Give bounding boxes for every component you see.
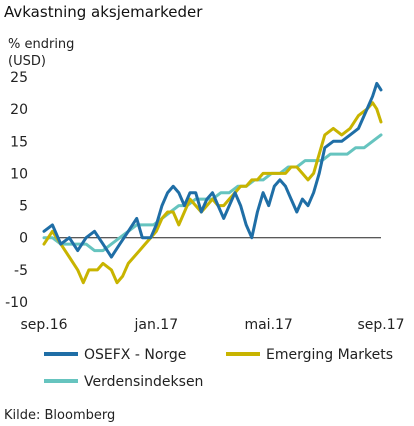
y-axis: -10 -5 0 5 10 15 20 25 (5, 70, 28, 311)
y-tick-label: 5 (19, 199, 28, 215)
legend-label-osefx: OSEFX - Norge (84, 347, 186, 363)
legend-label-emerging: Emerging Markets (266, 347, 393, 363)
y-tick-label: -5 (14, 263, 28, 279)
series-line-osefx (42, 81, 383, 259)
x-tick-label: sep.16 (20, 317, 67, 333)
legend: OSEFX - Norge Emerging Markets Verdensin… (44, 347, 393, 390)
y-tick-label: 25 (10, 70, 28, 86)
chart-title: Avkastning aksjemarkeder (4, 3, 203, 21)
y-tick-label: 0 (19, 231, 28, 247)
legend-label-verden: Verdensindeksen (84, 374, 203, 390)
x-tick-label: jan.17 (134, 317, 179, 333)
x-axis: sep.16 jan.17 mai.17 sep.17 (20, 317, 404, 333)
x-tick-label: mai.17 (244, 317, 292, 333)
source-note: Kilde: Bloomberg (4, 408, 115, 423)
y-tick-label: 20 (10, 102, 28, 118)
y-tick-label: 10 (10, 166, 28, 182)
y-axis-label-line2: (USD) (8, 54, 46, 69)
plot-area (42, 81, 383, 285)
y-tick-label: 15 (10, 134, 28, 150)
x-tick-label: sep.17 (357, 317, 404, 333)
y-tick-label: -10 (5, 295, 28, 311)
y-axis-label-line1: % endring (8, 37, 74, 52)
